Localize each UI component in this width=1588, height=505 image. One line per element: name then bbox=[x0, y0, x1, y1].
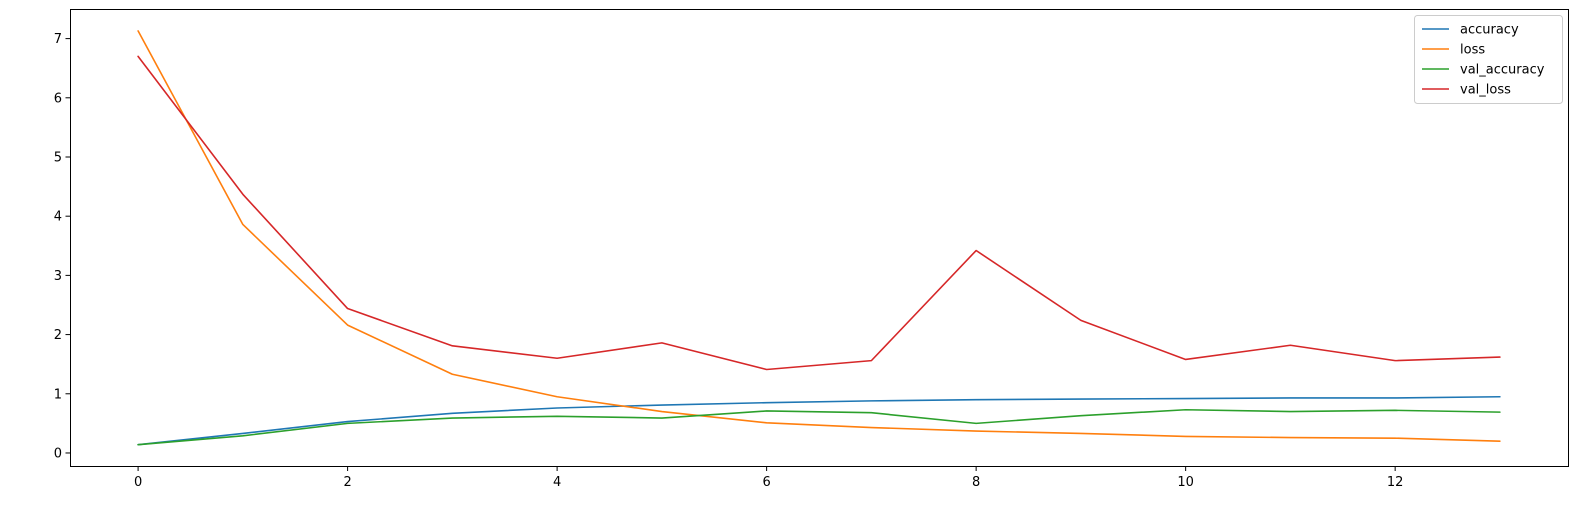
x-tick-label: 8 bbox=[972, 475, 980, 490]
legend-label: val_accuracy bbox=[1460, 63, 1545, 78]
y-tick-label: 1 bbox=[54, 387, 62, 402]
series-lines bbox=[137, 30, 1501, 446]
plot-frame bbox=[70, 9, 1569, 467]
y-tick-label: 0 bbox=[54, 446, 62, 461]
x-tick-label: 6 bbox=[762, 475, 770, 490]
legend-label: val_loss bbox=[1460, 83, 1511, 98]
x-tick-label: 4 bbox=[553, 475, 561, 490]
legend: accuracy loss val_accuracy val_loss bbox=[1414, 15, 1563, 104]
legend-item-loss: loss bbox=[1422, 43, 1485, 58]
legend-item-val-loss: val_loss bbox=[1422, 83, 1511, 98]
y-tick-label: 2 bbox=[54, 328, 62, 343]
series-line-accuracy bbox=[137, 395, 1501, 446]
series-line-val-accuracy bbox=[137, 408, 1501, 446]
y-tick-label: 7 bbox=[54, 32, 62, 47]
y-tick-label: 4 bbox=[54, 210, 62, 225]
series-line-loss bbox=[137, 30, 1501, 442]
legend-label: accuracy bbox=[1460, 23, 1519, 38]
y-axis-ticks: 0 1 2 3 4 5 6 7 bbox=[54, 32, 71, 461]
legend-box bbox=[1414, 15, 1563, 104]
x-axis-ticks: 0 2 4 6 8 10 12 bbox=[134, 466, 1404, 490]
legend-item-val-accuracy: val_accuracy bbox=[1422, 63, 1545, 78]
legend-item-accuracy: accuracy bbox=[1422, 23, 1519, 38]
x-tick-label: 0 bbox=[134, 475, 142, 490]
legend-label: loss bbox=[1460, 43, 1485, 58]
x-tick-label: 10 bbox=[1177, 475, 1194, 490]
y-tick-label: 6 bbox=[54, 91, 62, 106]
y-tick-label: 3 bbox=[54, 269, 62, 284]
y-tick-label: 5 bbox=[54, 150, 62, 165]
x-tick-label: 2 bbox=[343, 475, 351, 490]
x-tick-label: 12 bbox=[1387, 475, 1404, 490]
series-line-val-loss bbox=[137, 55, 1501, 371]
